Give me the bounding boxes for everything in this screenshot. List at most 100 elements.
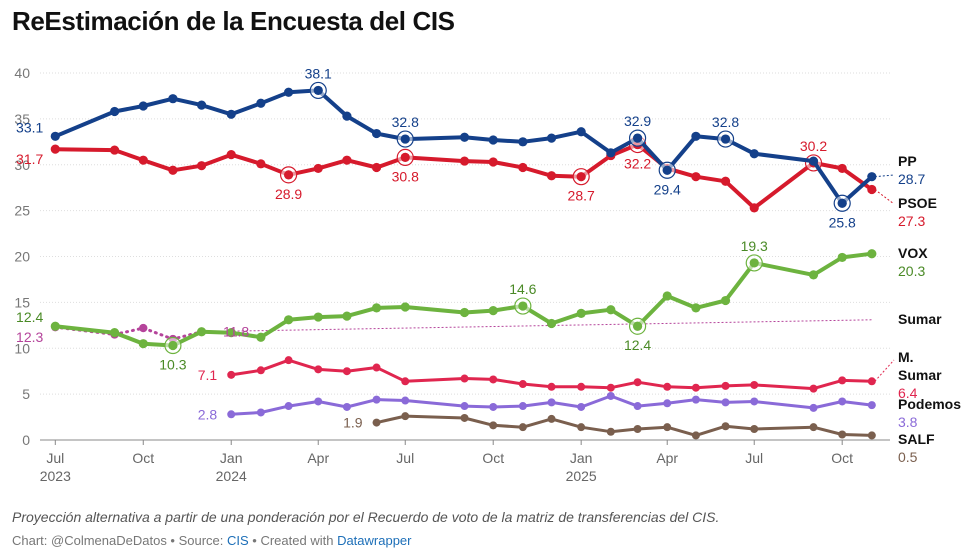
data-point-psoe (867, 184, 877, 195)
data-point-psoe (720, 176, 731, 186)
data-point-m-sumar (227, 370, 236, 379)
x-tick-label: Oct (831, 450, 853, 466)
data-point-salf (838, 430, 847, 439)
data-point-salf (809, 423, 818, 432)
data-point-psoe (546, 171, 557, 181)
data-point-m-sumar (633, 378, 642, 387)
data-point-psoe (50, 144, 60, 154)
data-point-vox (371, 303, 382, 313)
highlight-point-psoe (400, 152, 410, 163)
data-point-podemos (663, 399, 672, 408)
data-point-podemos (518, 402, 527, 411)
chart-credit: Chart: @ColmenaDeDatos • Source: CIS • C… (12, 533, 412, 548)
data-point-pp (606, 148, 616, 158)
data-point-vox (459, 307, 470, 318)
data-point-m-sumar (838, 376, 847, 385)
datawrapper-link[interactable]: Datawrapper (337, 533, 412, 548)
value-label-podemos: 2.8 (198, 406, 218, 422)
value-label-pp: 33.1 (16, 119, 43, 135)
data-point-psoe (459, 156, 470, 166)
data-point-pp (283, 87, 294, 97)
end-value-podemos: 3.8 (898, 414, 918, 430)
x-tick-label: Jul (46, 450, 64, 466)
value-label-vox: 12.4 (624, 337, 651, 353)
end-name-salf: SALF (898, 431, 935, 447)
data-point-m-sumar (606, 383, 615, 392)
highlight-point-vox (168, 340, 178, 351)
data-point-psoe (226, 150, 236, 160)
end-name-sumar: Sumar (898, 311, 942, 327)
value-label-salf: 1.9 (343, 415, 363, 431)
data-point-vox (808, 270, 819, 280)
source-link[interactable]: CIS (227, 533, 249, 548)
data-point-podemos (227, 410, 236, 419)
y-tick-label: 15 (14, 294, 30, 310)
data-point-salf (606, 427, 615, 436)
value-label-psoe: 31.7 (16, 151, 43, 167)
highlight-point-pp (720, 134, 731, 144)
end-connector-pp (874, 174, 895, 178)
end-value-vox: 20.3 (898, 263, 925, 279)
highlight-point-pp (632, 133, 643, 143)
data-point-sumar (139, 323, 148, 333)
data-point-pp (371, 128, 382, 139)
data-point-m-sumar (518, 380, 527, 389)
data-point-salf (547, 414, 556, 423)
data-point-m-sumar (663, 382, 672, 391)
data-point-psoe (691, 172, 701, 182)
data-point-vox (342, 311, 352, 321)
end-connector-m-sumar (874, 359, 895, 382)
end-name-pp: PP (898, 153, 917, 169)
data-point-podemos (460, 402, 469, 411)
data-point-vox (488, 306, 498, 316)
x-tick-label: Jan (220, 450, 243, 466)
data-point-podemos (401, 396, 410, 405)
data-point-pp (226, 109, 236, 119)
data-point-podemos (489, 402, 498, 411)
value-label-vox: 12.4 (16, 309, 43, 325)
data-point-vox (546, 318, 557, 329)
value-label-sumar: 11.8 (223, 324, 249, 340)
data-point-salf (577, 423, 586, 432)
value-label-pp: 29.4 (654, 181, 681, 197)
data-point-pp (808, 156, 819, 166)
value-label-psoe: 30.8 (392, 168, 419, 184)
data-point-pp (459, 132, 470, 142)
end-name-psoe: PSOE (898, 195, 937, 211)
end-connector-psoe (874, 189, 895, 205)
created-with-prefix: • Created with (248, 533, 338, 548)
highlight-point-psoe (576, 172, 586, 182)
data-point-podemos (867, 401, 876, 410)
data-point-vox (283, 315, 294, 325)
data-point-vox (313, 312, 323, 322)
value-label-psoe: 28.9 (275, 186, 302, 202)
value-label-pp: 38.1 (305, 65, 332, 81)
chart-title: ReEstimación de la Encuesta del CIS (12, 6, 455, 36)
data-point-podemos (314, 397, 323, 406)
y-tick-label: 30 (14, 157, 30, 173)
x-tick-label: Oct (132, 450, 154, 466)
data-point-m-sumar (721, 381, 730, 390)
data-point-salf (401, 412, 410, 421)
data-point-pp (109, 106, 120, 117)
data-point-salf (633, 424, 642, 433)
data-point-podemos (721, 398, 730, 407)
x-tick-label: Jan (570, 450, 593, 466)
data-point-podemos (750, 397, 759, 406)
x-tick-year-label: 2024 (216, 468, 247, 484)
data-point-pp (518, 137, 528, 147)
trend-line-sumar (201, 319, 872, 333)
data-point-psoe (256, 159, 266, 169)
value-label-m-sumar: 7.1 (198, 367, 218, 383)
end-value-m-sumar: 6.4 (898, 385, 918, 401)
data-point-podemos (838, 397, 847, 406)
end-value-salf: 0.5 (898, 449, 918, 465)
data-point-m-sumar (314, 365, 323, 374)
data-point-psoe (371, 162, 382, 173)
series-line-psoe (53, 142, 874, 210)
series-line-pp (53, 88, 874, 206)
x-tick-label: Oct (482, 450, 504, 466)
data-point-m-sumar (342, 367, 351, 376)
highlight-point-vox (749, 258, 759, 268)
